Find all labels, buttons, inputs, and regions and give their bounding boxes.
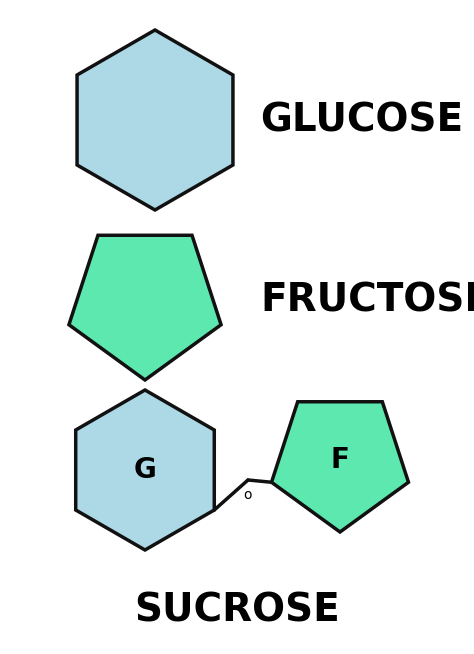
Text: G: G [134,456,156,484]
Polygon shape [77,30,233,210]
Text: GLUCOSE: GLUCOSE [260,101,463,139]
Text: F: F [330,446,349,474]
Polygon shape [76,390,214,550]
Polygon shape [272,402,409,532]
Text: o: o [244,488,252,502]
Text: FRUCTOSE: FRUCTOSE [260,281,474,319]
Polygon shape [69,235,221,380]
Text: SUCROSE: SUCROSE [134,591,340,629]
